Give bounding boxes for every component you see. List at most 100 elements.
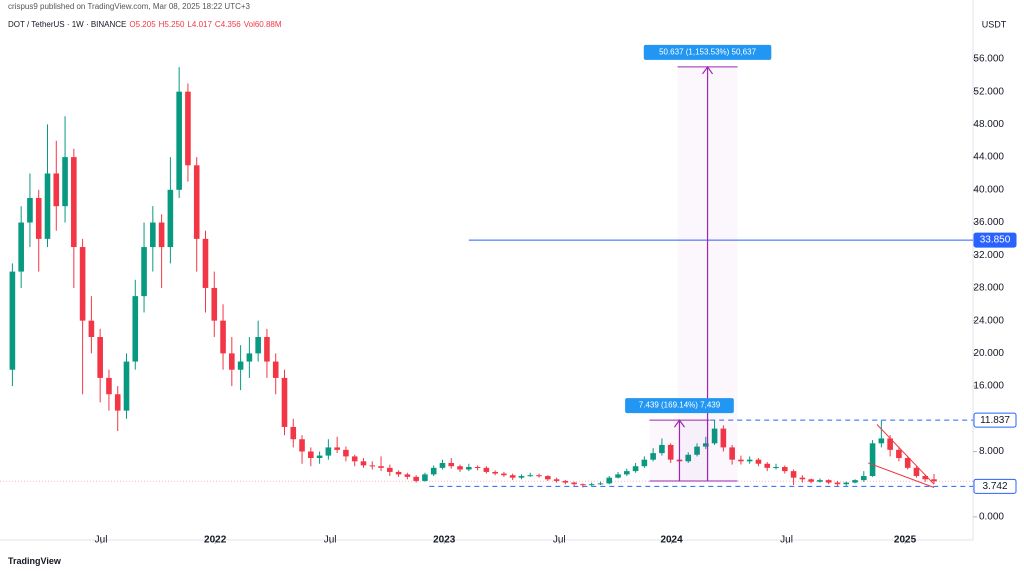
candle-body — [597, 483, 604, 485]
candle-body — [132, 296, 139, 362]
x-tick-label: Jul — [553, 535, 566, 546]
y-tick-label: 36.000 — [973, 217, 1004, 228]
candle-body — [404, 474, 411, 477]
candle-body — [281, 377, 288, 427]
candle-body — [843, 482, 850, 485]
y-tick-label: 16.000 — [973, 381, 1004, 392]
candle-body — [378, 466, 384, 468]
candle-body — [290, 426, 297, 440]
candle-body — [369, 465, 376, 467]
arrow-head — [673, 419, 685, 428]
trendline — [868, 462, 935, 488]
candle-body — [580, 484, 586, 486]
candle-body — [439, 462, 446, 468]
candle-body — [667, 444, 674, 460]
x-tick-label: 2023 — [433, 535, 456, 546]
candle-body — [123, 361, 130, 411]
candle-body — [922, 476, 929, 480]
candle-body — [150, 222, 156, 248]
candle-body — [114, 394, 121, 411]
y-axis-label: USDT — [982, 19, 1007, 29]
candle-body — [185, 91, 191, 166]
measure-label: 7.439 (169.14%) 7,439 — [639, 401, 721, 410]
candle-body — [395, 471, 402, 475]
candle-body — [387, 467, 393, 472]
candle-body — [18, 222, 24, 272]
candle-body — [167, 189, 174, 248]
x-tick-label: Jul — [324, 535, 337, 546]
candle-body — [299, 439, 305, 452]
candle-body — [316, 455, 323, 459]
y-tick-label: 24.000 — [973, 315, 1004, 326]
candle-body — [755, 459, 762, 464]
candle-body — [457, 466, 463, 470]
price-level-label: 11.837 — [980, 415, 1010, 426]
candle-body — [685, 454, 692, 462]
price-level-box — [973, 478, 1017, 494]
arrow-head — [702, 65, 714, 75]
candle-body — [483, 467, 490, 472]
y-tick-label: 0.000 — [979, 512, 1004, 523]
candle-body — [545, 476, 551, 480]
candle-body — [97, 337, 103, 378]
candle-body — [825, 480, 832, 483]
candle-body — [422, 474, 428, 481]
candle-body — [562, 480, 569, 483]
y-tick-label: 32.000 — [973, 250, 1004, 261]
candle-body — [931, 479, 937, 482]
candle-body — [781, 467, 788, 472]
y-tick-label: 52.000 — [973, 86, 1004, 97]
publisher-note: crispus9 published on TradingView.com, M… — [8, 2, 250, 11]
candle-body — [878, 438, 885, 444]
candle-body — [88, 320, 95, 338]
candle-body — [9, 271, 16, 370]
candle-body — [141, 247, 147, 297]
candle-body — [474, 467, 481, 469]
candle-body — [27, 197, 33, 223]
ohlc-value: H5.250 — [158, 20, 185, 29]
price-level-box — [973, 232, 1017, 248]
candle-body — [343, 449, 349, 457]
trendline — [876, 424, 935, 485]
price-level-label: 3.742 — [982, 481, 1007, 492]
candle-body — [659, 444, 665, 454]
candle-body — [808, 479, 814, 482]
candle-body — [229, 353, 235, 370]
ohlc-value: O5.205 — [129, 20, 156, 29]
candle-body — [799, 477, 806, 480]
candle-body — [492, 471, 498, 474]
y-tick-label: 20.000 — [973, 348, 1004, 359]
candle-body — [764, 463, 771, 468]
candle-body — [738, 459, 744, 462]
candle-body — [334, 447, 340, 450]
candle-body — [773, 467, 779, 469]
candle-body — [53, 173, 60, 207]
measure-label-box — [643, 44, 772, 60]
candle-body — [509, 475, 516, 478]
price-level-label: 33.850 — [980, 235, 1011, 246]
candle-body — [308, 451, 314, 459]
y-tick-label: 44.000 — [973, 152, 1004, 163]
y-tick-label: 28.000 — [973, 283, 1004, 294]
candle-body — [35, 197, 42, 239]
candle-body — [852, 480, 858, 483]
candle-body — [202, 238, 209, 288]
x-tick-label: 2025 — [894, 535, 917, 546]
candle-body — [641, 459, 648, 467]
candle-body — [264, 337, 270, 362]
candle-body — [588, 484, 595, 486]
candle-body — [632, 466, 639, 472]
candle-body — [904, 458, 911, 468]
candle-body — [746, 459, 753, 462]
candle-body — [360, 461, 367, 466]
x-tick-label: 2024 — [660, 535, 683, 546]
candle-body — [553, 479, 560, 481]
candle-body — [158, 222, 165, 248]
candle-body — [413, 476, 419, 481]
candle-body — [694, 446, 700, 455]
candle-body — [237, 361, 244, 370]
candle-body — [869, 443, 876, 477]
candle-body — [536, 475, 542, 477]
